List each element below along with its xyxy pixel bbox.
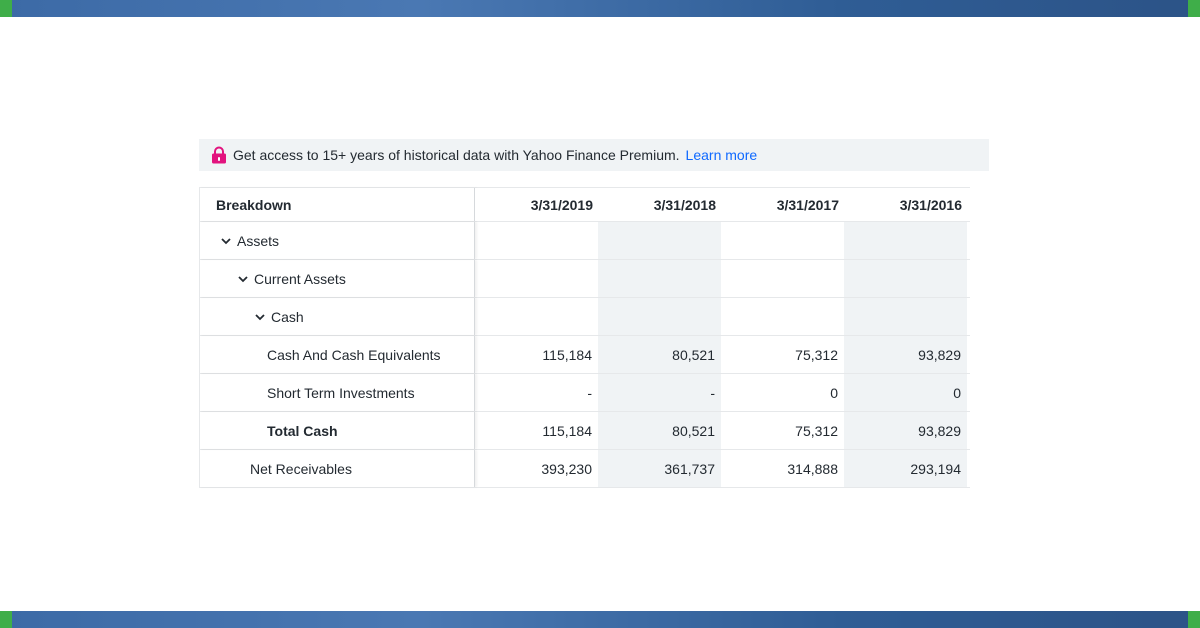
column-header-date: 3/31/2019	[475, 188, 598, 221]
table-cell: 361,737	[598, 450, 721, 487]
table-row-short-term-investments: Short Term Investments - - 0 0	[199, 374, 970, 412]
premium-promo-banner: Get access to 15+ years of historical da…	[199, 139, 989, 171]
breakdown-header: Breakdown	[199, 188, 475, 221]
table-row-cash: Cash	[199, 298, 970, 336]
table-cell	[598, 222, 721, 259]
table-cell: 75,312	[795, 422, 838, 439]
table-cell	[475, 222, 598, 259]
table-row-net-receivables: Net Receivables 393,230 361,737 314,888 …	[199, 450, 970, 488]
row-label: Current Assets	[254, 270, 346, 287]
table-row-assets: Assets	[199, 222, 970, 260]
row-label: Total Cash	[199, 412, 475, 449]
table-cell: 93,829	[844, 336, 967, 373]
row-label: Net Receivables	[199, 450, 475, 487]
table-cell	[844, 260, 967, 297]
table-cell	[844, 298, 967, 335]
table-cell	[721, 260, 844, 297]
expand-cash-toggle[interactable]: Cash	[199, 298, 475, 335]
table-cell: 0	[830, 384, 838, 401]
expand-current-assets-toggle[interactable]: Current Assets	[199, 260, 475, 297]
row-label: Assets	[237, 232, 280, 249]
table-cell: -	[598, 374, 721, 411]
table-cell: -	[587, 384, 592, 401]
bottom-banner-stripe	[0, 611, 1200, 628]
chevron-down-icon	[237, 275, 249, 283]
table-cell	[721, 298, 844, 335]
chevron-down-icon	[254, 313, 266, 321]
table-cell: 0	[844, 374, 967, 411]
table-cell: 115,184	[542, 346, 592, 363]
table-cell	[598, 298, 721, 335]
table-cell: 80,521	[598, 336, 721, 373]
column-header-date: 3/31/2016	[844, 188, 967, 221]
table-cell: 293,194	[844, 450, 967, 487]
row-label: Short Term Investments	[199, 374, 475, 411]
table-cell: 75,312	[795, 346, 838, 363]
chevron-down-icon	[220, 237, 232, 245]
balance-sheet-table: Breakdown 3/31/2019 3/31/2018 3/31/2017 …	[199, 187, 970, 488]
promo-text: Get access to 15+ years of historical da…	[233, 147, 680, 163]
expand-assets-toggle[interactable]: Assets	[199, 222, 475, 259]
table-cell	[475, 298, 598, 335]
table-cell	[721, 222, 844, 259]
table-cell: 314,888	[787, 460, 838, 477]
table-cell: 115,184	[542, 422, 592, 439]
table-header-row: Breakdown 3/31/2019 3/31/2018 3/31/2017 …	[199, 188, 970, 222]
row-label: Cash And Cash Equivalents	[199, 336, 475, 373]
learn-more-link[interactable]: Learn more	[685, 147, 758, 163]
lock-icon	[211, 146, 227, 164]
table-cell: 80,521	[598, 412, 721, 449]
table-row-current-assets: Current Assets	[199, 260, 970, 298]
column-header-date: 3/31/2017	[721, 188, 844, 221]
table-cell	[475, 260, 598, 297]
table-row-cash-equivalents: Cash And Cash Equivalents 115,184 80,521…	[199, 336, 970, 374]
table-cell: 393,230	[541, 460, 592, 477]
row-label: Cash	[271, 308, 304, 325]
table-cell: 93,829	[844, 412, 967, 449]
table-cell	[844, 222, 967, 259]
table-cell	[598, 260, 721, 297]
table-row-total-cash: Total Cash 115,184 80,521 75,312 93,829	[199, 412, 970, 450]
top-banner-stripe	[0, 0, 1200, 17]
column-header-date: 3/31/2018	[598, 188, 721, 221]
